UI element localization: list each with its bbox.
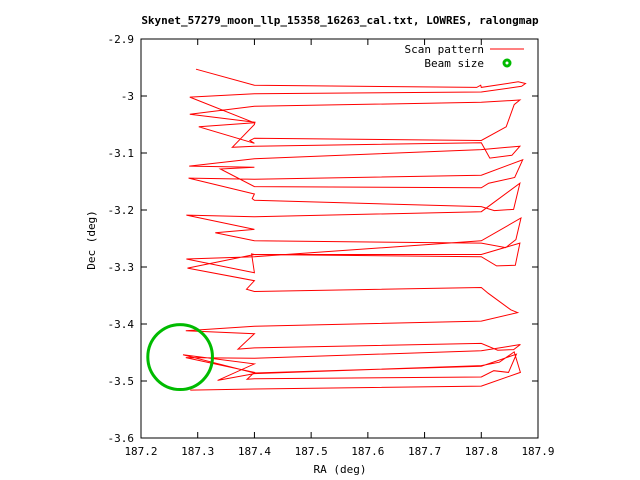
y-tick-label: -2.9 bbox=[108, 33, 135, 46]
x-tick-label: 187.5 bbox=[295, 445, 328, 458]
beam-size-circle bbox=[146, 323, 214, 392]
x-axis-label: RA (deg) bbox=[314, 463, 367, 476]
x-tick-label: 187.8 bbox=[465, 445, 498, 458]
x-tick-label: 187.4 bbox=[238, 445, 271, 458]
y-tick-label: -3.4 bbox=[108, 318, 135, 331]
x-tick-label: 187.2 bbox=[124, 445, 157, 458]
y-tick-label: -3.6 bbox=[108, 432, 135, 445]
y-tick-label: -3.2 bbox=[108, 204, 135, 217]
plot-frame bbox=[140, 38, 539, 439]
scan-pattern-line bbox=[182, 68, 527, 391]
x-tick-label: 187.7 bbox=[408, 445, 441, 458]
x-axis: 187.2 187.3 187.4 187.5 187.6 187.7 187.8 187.9 bbox=[124, 39, 555, 458]
y-tick-label: -3.5 bbox=[108, 375, 135, 388]
legend-swatch-beam-size bbox=[502, 58, 512, 68]
y-axis: -2.9 -3 -3.1 -3.2 -3.3 -3.4 -3.5 -3.6 bbox=[108, 33, 538, 445]
legend-label-beam-size: Beam size bbox=[424, 57, 484, 70]
y-tick-label: -3 bbox=[121, 90, 134, 103]
x-tick-label: 187.3 bbox=[181, 445, 214, 458]
y-tick-label: -3.3 bbox=[108, 261, 135, 274]
y-axis-label: Dec (deg) bbox=[85, 210, 98, 270]
x-tick-label: 187.6 bbox=[351, 445, 384, 458]
chart-title: Skynet_57279_moon_llp_15358_16263_cal.tx… bbox=[141, 14, 539, 27]
legend: Scan pattern Beam size bbox=[405, 43, 524, 70]
y-tick-label: -3.1 bbox=[108, 147, 135, 160]
legend-label-scan-pattern: Scan pattern bbox=[405, 43, 484, 56]
plot-area bbox=[146, 68, 527, 392]
x-tick-label: 187.9 bbox=[521, 445, 554, 458]
